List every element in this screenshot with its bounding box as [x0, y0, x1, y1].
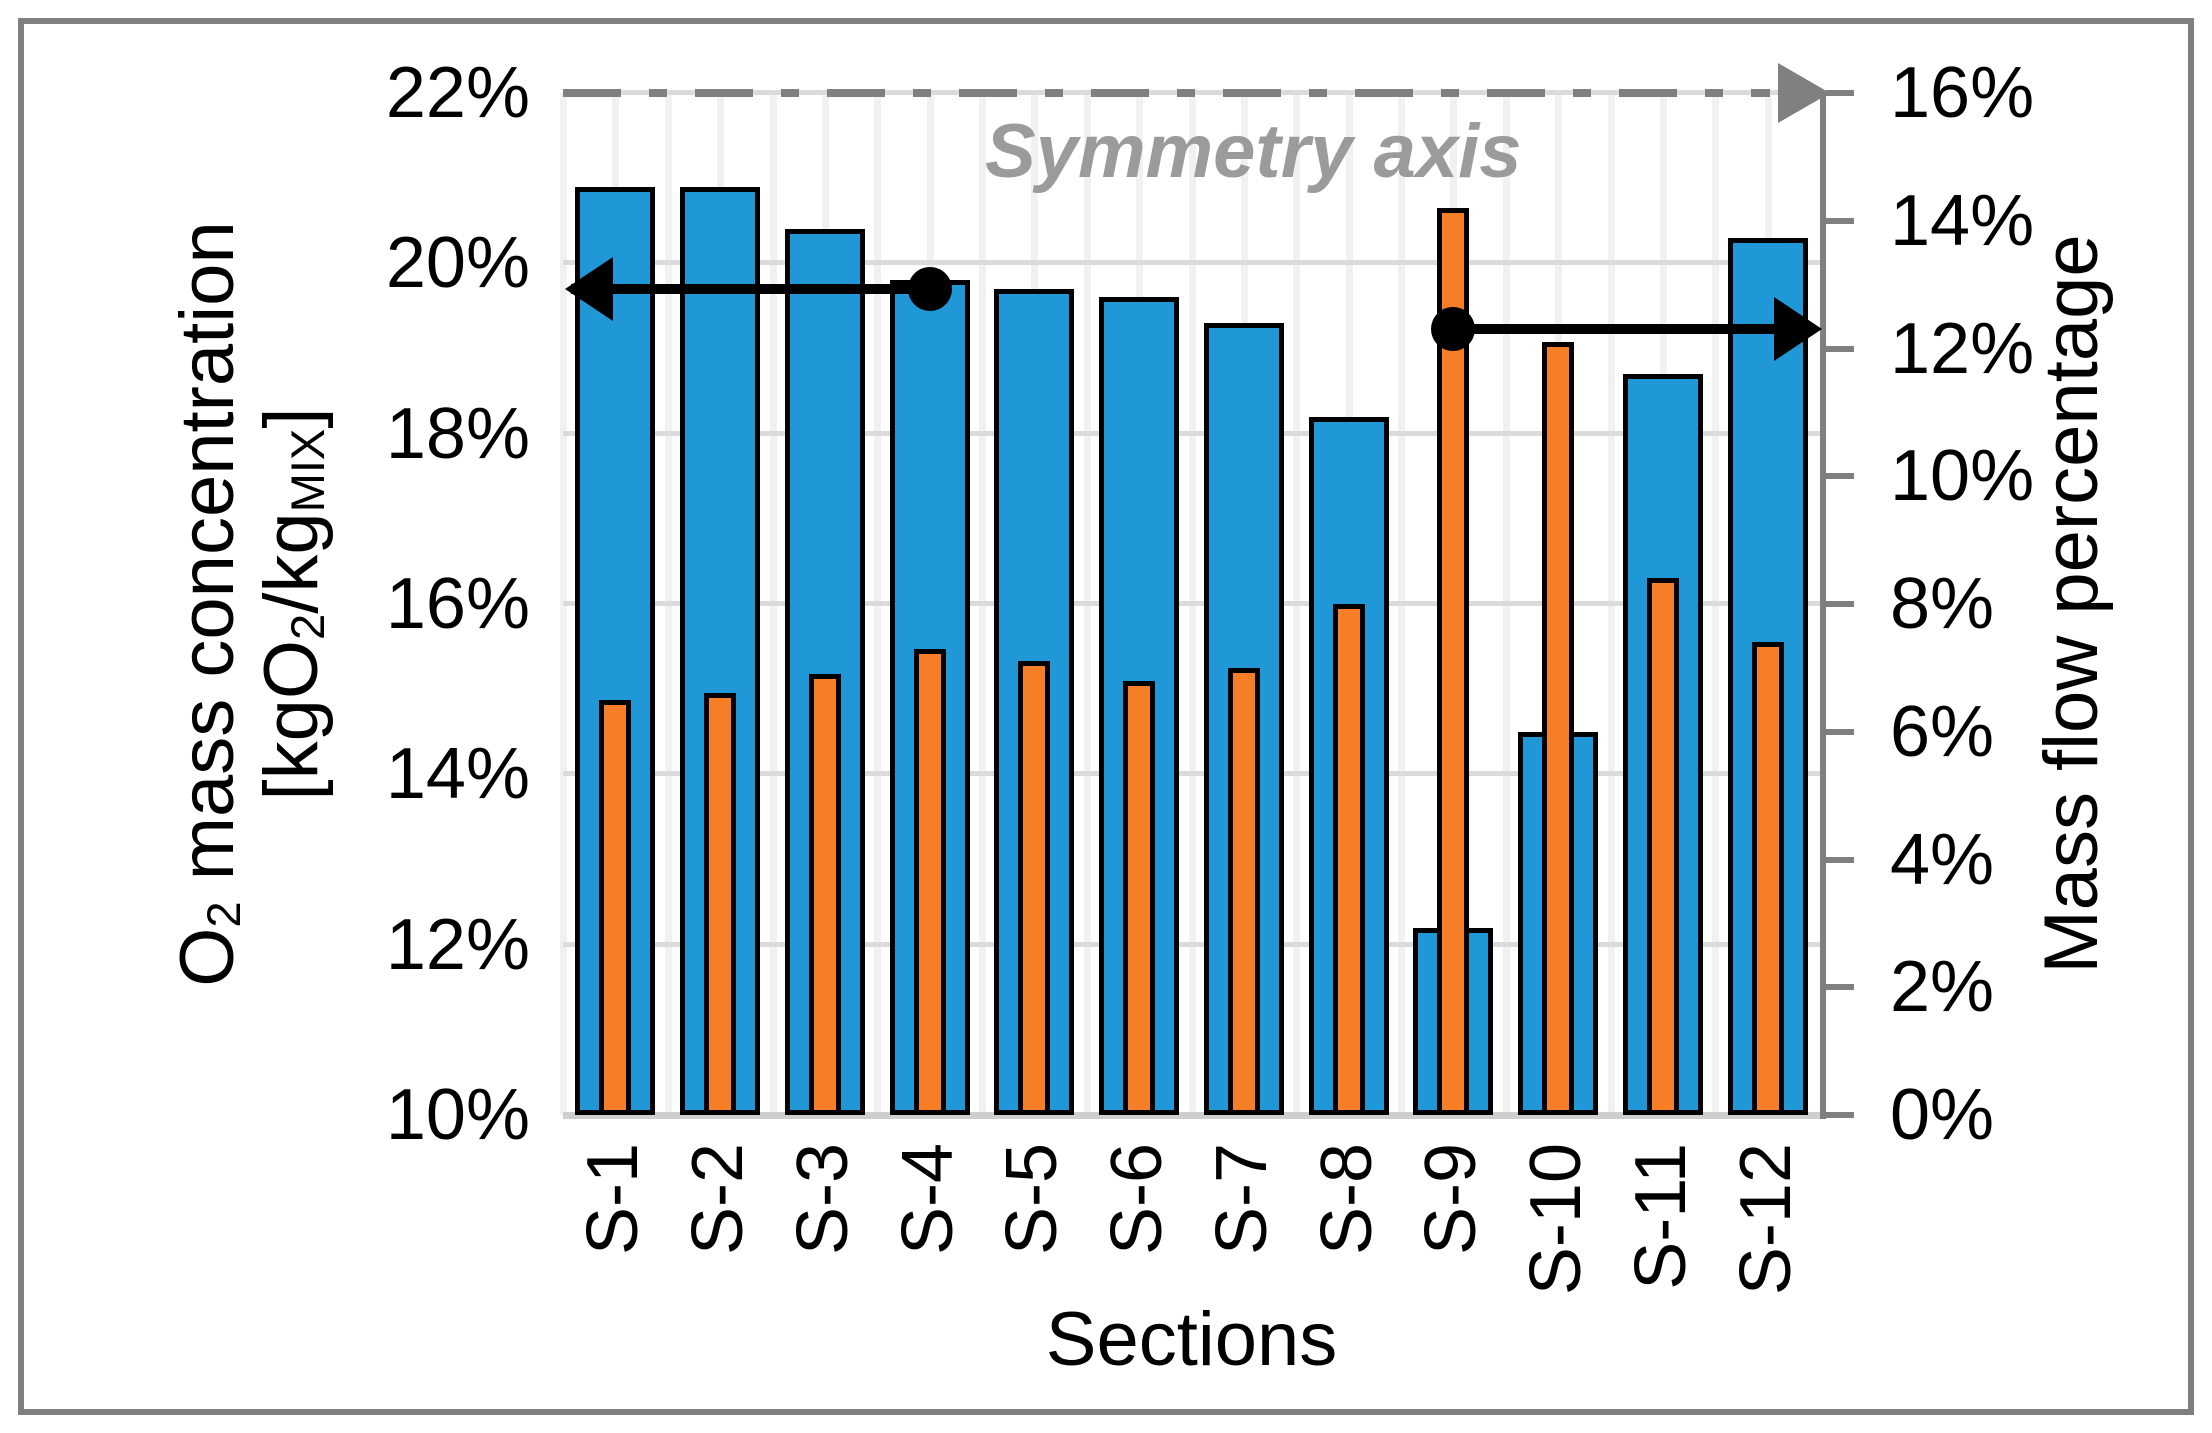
right-tick-label: 16%: [1890, 53, 2035, 133]
right-axis-line: [1820, 93, 1826, 1119]
orange-bar: [808, 674, 841, 1115]
left-axis-title-line2: [kgO2/kgMIX]: [249, 407, 348, 801]
symmetry-axis-label: Symmetry axis: [985, 109, 1522, 194]
x-tick-label: S-2: [678, 1143, 759, 1256]
right-axis-title: Mass flow percentage: [2029, 234, 2114, 974]
title-text: [kgO: [249, 639, 334, 801]
right-axis-tick: [1826, 984, 1854, 991]
symmetry-axis-line: [563, 89, 1770, 97]
h-gridline: [563, 601, 1820, 606]
x-tick-label: S-3: [782, 1143, 863, 1256]
left-arrow-head-icon: [565, 256, 613, 321]
x-tick-label: S-8: [1306, 1143, 1387, 1256]
x-tick-label: S-6: [1097, 1143, 1178, 1256]
right-axis-tick: [1826, 728, 1854, 735]
right-axis-tick: [1826, 345, 1854, 352]
outer-border: [18, 18, 2194, 1415]
right-tick-label: 10%: [1890, 436, 2035, 517]
title-text: O: [165, 927, 250, 987]
orange-bar: [704, 693, 737, 1115]
right-tick-label: 6%: [1890, 691, 1995, 772]
title-text: mass concentration: [165, 221, 250, 902]
x-tick-label: S-11: [1620, 1143, 1701, 1290]
right-axis-tick: [1826, 90, 1854, 96]
blue-bar: [680, 186, 761, 1115]
left-arrow-line: [571, 283, 930, 294]
orange-bar: [1437, 207, 1470, 1115]
h-gridline: [563, 430, 1820, 436]
h-gridline: [563, 260, 1820, 266]
orange-bar: [1751, 642, 1784, 1115]
x-tick-label: S-7: [1201, 1143, 1282, 1256]
orange-bar: [1018, 661, 1051, 1115]
right-arrow-head-icon: [1774, 297, 1822, 362]
right-arrow-dot: [1431, 307, 1476, 352]
x-axis-line: [563, 1112, 1820, 1119]
symmetry-axis-arrowhead-icon: [1778, 63, 1830, 123]
left-tick-label: 12%: [385, 904, 530, 985]
right-axis-tick: [1826, 1112, 1854, 1118]
h-gridline: [563, 771, 1820, 777]
x-tick-label: S-10: [1516, 1143, 1597, 1296]
x-tick-label: S-12: [1725, 1143, 1806, 1296]
orange-bar: [599, 699, 632, 1115]
right-axis-tick: [1826, 217, 1854, 224]
right-tick-label: 4%: [1890, 819, 1995, 900]
right-arrow-line: [1453, 324, 1776, 335]
title-text: ]: [249, 407, 334, 429]
left-tick-label: 20%: [385, 223, 530, 304]
right-axis-tick: [1826, 473, 1854, 480]
left-tick-label: 18%: [385, 393, 530, 474]
x-tick-label: S-1: [573, 1143, 654, 1256]
left-tick-label: 16%: [385, 564, 530, 644]
right-axis-tick: [1826, 601, 1854, 607]
subscript-text: MIX: [281, 428, 335, 513]
x-tick-label: S-9: [1411, 1143, 1492, 1256]
right-tick-label: 14%: [1890, 180, 2035, 261]
right-tick-label: 12%: [1890, 308, 2035, 389]
x-axis-title: Sections: [1045, 1297, 1338, 1382]
left-tick-label: 14%: [385, 734, 530, 815]
subscript-text: 2: [281, 613, 335, 640]
left-tick-label: 22%: [385, 53, 530, 133]
orange-bar: [1542, 342, 1575, 1115]
left-tick-label: 10%: [385, 1075, 530, 1155]
orange-bar: [1332, 604, 1365, 1115]
right-axis-tick: [1826, 856, 1854, 863]
left-arrow-dot: [907, 266, 952, 311]
orange-bar: [1227, 667, 1260, 1115]
subscript-text: 2: [197, 901, 251, 928]
right-tick-label: 8%: [1890, 564, 1995, 644]
title-text: /kg: [249, 512, 334, 614]
right-tick-label: 2%: [1890, 947, 1995, 1028]
right-tick-label: 0%: [1890, 1075, 1995, 1155]
h-gridline: [563, 941, 1820, 947]
orange-bar: [1646, 578, 1679, 1115]
x-tick-label: S-4: [887, 1143, 968, 1256]
orange-bar: [913, 648, 946, 1115]
orange-bar: [1123, 680, 1156, 1115]
x-tick-label: S-5: [992, 1143, 1073, 1256]
